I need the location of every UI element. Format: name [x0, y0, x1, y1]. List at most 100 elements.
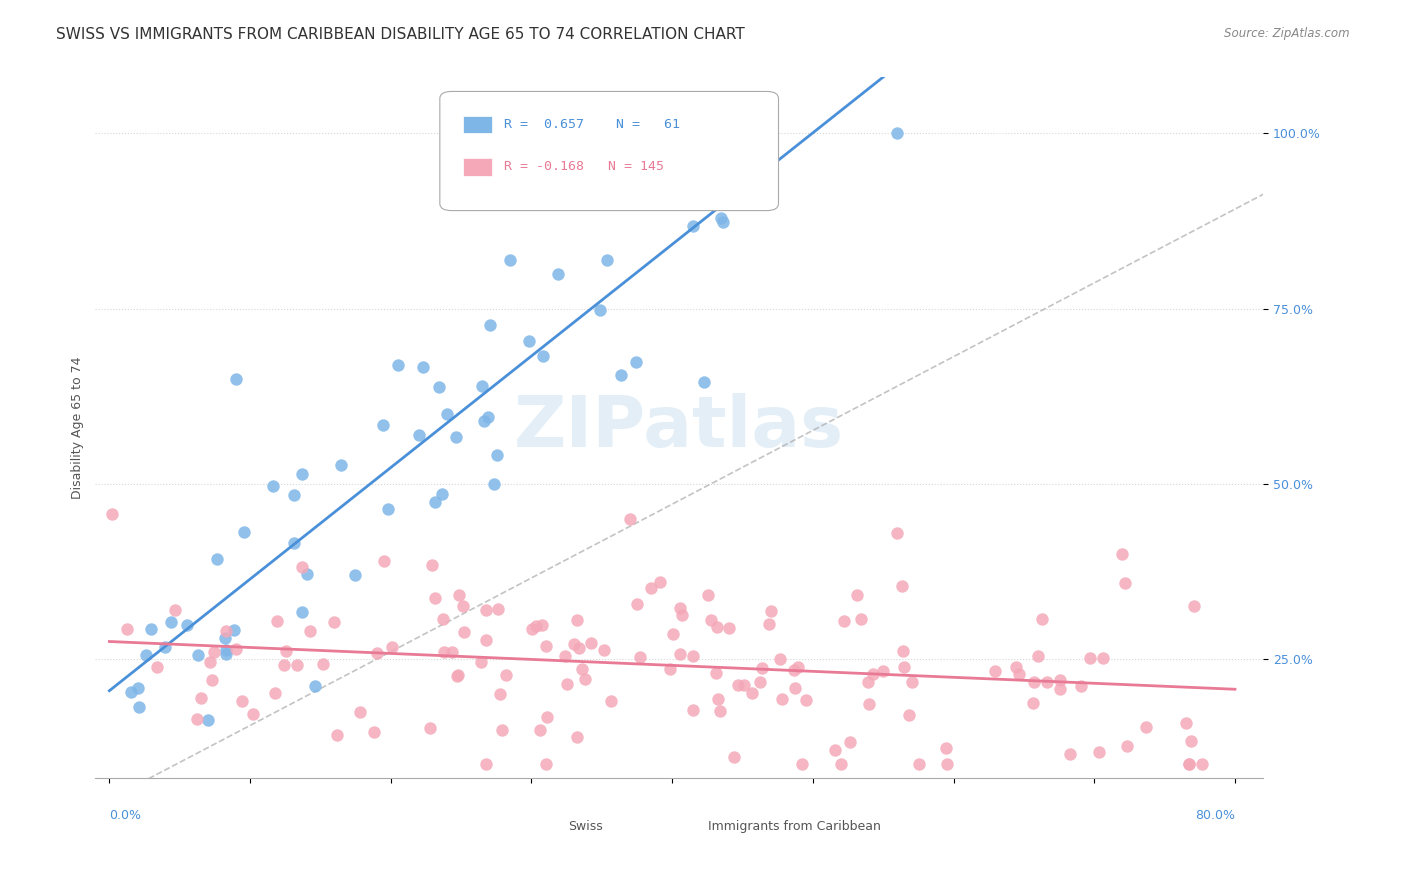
Point [669, 601, 692, 615]
Point [436, 407, 458, 421]
Y-axis label: Disability Age 65 to 74: Disability Age 65 to 74 [72, 357, 84, 499]
Point [858, 698, 880, 712]
Point [761, 604, 783, 618]
Point [1049, 673, 1071, 688]
Point [377, 502, 399, 516]
Point [477, 410, 499, 425]
Point [832, 614, 855, 628]
Text: Source: ZipAtlas.com: Source: ZipAtlas.com [1225, 27, 1350, 40]
Point [115, 622, 138, 636]
Point [190, 690, 212, 705]
Point [1174, 715, 1197, 730]
Point [120, 684, 142, 698]
Point [291, 605, 314, 619]
Point [529, 723, 551, 738]
Point [285, 657, 308, 672]
Point [536, 710, 558, 724]
Point [128, 700, 150, 714]
Point [419, 721, 441, 735]
Point [482, 476, 505, 491]
Point [453, 624, 475, 639]
Point [1070, 679, 1092, 693]
Point [520, 623, 543, 637]
Point [769, 652, 792, 666]
Point [186, 712, 208, 726]
Point [489, 687, 512, 701]
Point [371, 418, 394, 433]
Point [567, 730, 589, 744]
FancyBboxPatch shape [463, 158, 492, 176]
Point [699, 613, 721, 627]
Point [565, 613, 588, 627]
Point [225, 372, 247, 386]
Point [160, 615, 183, 629]
Point [898, 708, 921, 723]
Point [222, 623, 245, 637]
Point [696, 588, 718, 602]
Point [273, 657, 295, 672]
Point [1178, 757, 1201, 772]
Point [225, 641, 247, 656]
Point [441, 645, 464, 659]
Point [665, 190, 688, 204]
Point [849, 611, 872, 625]
Text: R =  0.657    N =   61: R = 0.657 N = 61 [505, 118, 681, 131]
Point [713, 215, 735, 229]
Point [682, 219, 704, 234]
Point [749, 675, 772, 690]
Point [474, 757, 496, 772]
Point [751, 661, 773, 675]
Point [1049, 681, 1071, 696]
Point [595, 252, 617, 267]
Point [471, 378, 494, 392]
Point [794, 692, 817, 706]
Point [207, 552, 229, 566]
Point [1180, 734, 1202, 748]
Point [886, 525, 908, 540]
Point [790, 757, 813, 772]
Point [589, 302, 612, 317]
Point [893, 660, 915, 674]
Point [531, 349, 554, 363]
FancyBboxPatch shape [546, 804, 567, 817]
Point [1114, 576, 1136, 591]
Point [176, 617, 198, 632]
FancyBboxPatch shape [463, 116, 492, 134]
Point [283, 536, 305, 550]
Text: 80.0%: 80.0% [1195, 809, 1234, 822]
Point [1177, 757, 1199, 772]
Point [474, 414, 496, 428]
Point [610, 368, 633, 382]
Point [693, 375, 716, 389]
Point [536, 757, 558, 772]
Point [704, 665, 727, 680]
FancyBboxPatch shape [688, 804, 709, 817]
Point [291, 560, 314, 574]
Text: 0.0%: 0.0% [110, 809, 142, 822]
Point [242, 706, 264, 721]
Point [412, 359, 434, 374]
Point [517, 334, 540, 348]
Point [711, 112, 734, 127]
Point [668, 647, 690, 661]
Point [304, 679, 326, 693]
Point [709, 704, 731, 718]
Point [554, 648, 576, 663]
Point [1182, 599, 1205, 613]
Point [1036, 675, 1059, 690]
Point [838, 735, 860, 749]
Point [536, 639, 558, 653]
Point [733, 678, 755, 692]
Point [783, 664, 806, 678]
Point [710, 211, 733, 226]
Point [1088, 745, 1111, 759]
Point [908, 757, 931, 772]
Point [187, 648, 209, 663]
Point [593, 643, 616, 657]
Point [475, 633, 498, 648]
Point [204, 645, 226, 659]
Point [872, 664, 894, 678]
Point [197, 713, 219, 727]
Point [408, 427, 430, 442]
Point [451, 599, 474, 614]
